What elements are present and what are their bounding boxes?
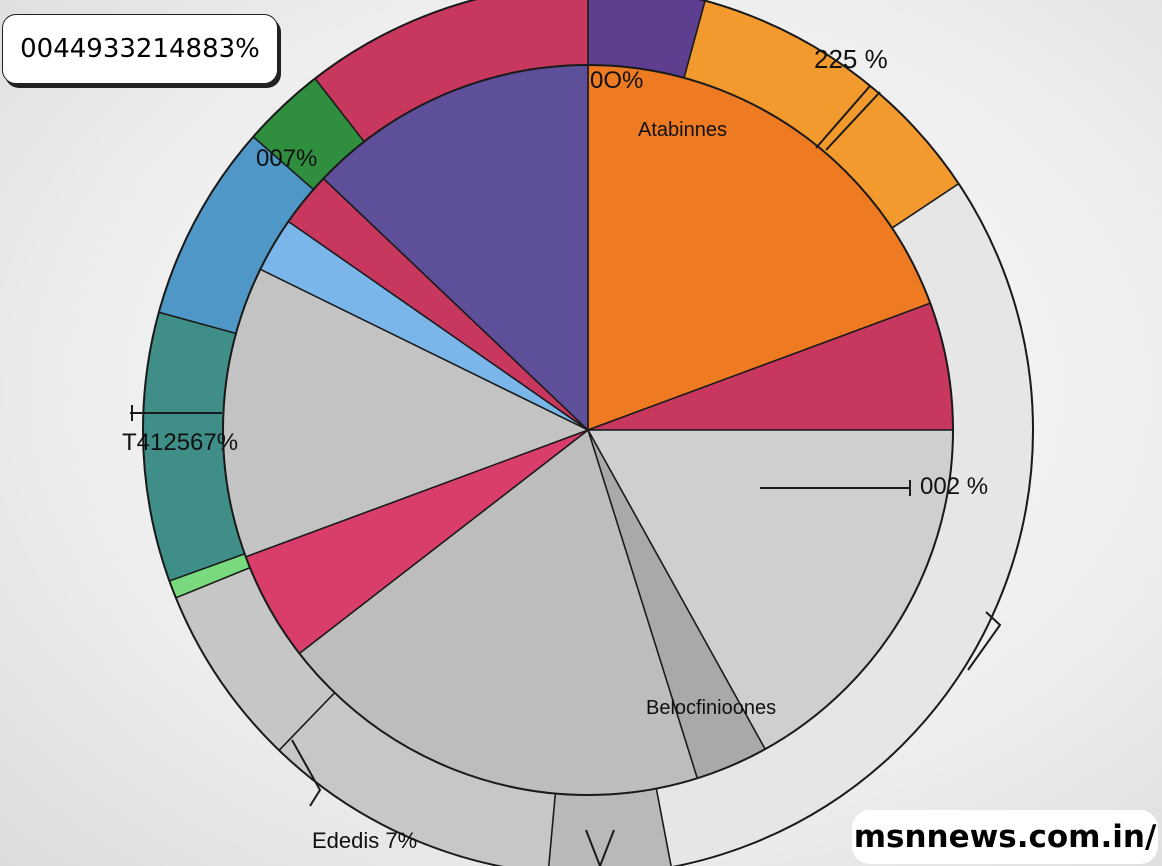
label-grey-name: Belocfinioones [646,697,776,719]
site-watermark: msnnews.com.in/ [852,810,1158,864]
percent-badge: 0044933214883% [2,14,278,84]
label-orange-percent: 225 % [814,44,888,74]
label-top-center: 0O% [590,67,643,94]
chart-outline [130,0,1034,866]
label-bottom-percent: Ededis 7% [312,828,417,853]
label-orange-name: Atabinnes [638,119,727,141]
label-left-percent: T412567% [122,429,238,456]
label-green-percent: 007% [256,145,317,172]
inner-fan [222,64,954,796]
label-right-percent: 002 % [920,473,988,500]
